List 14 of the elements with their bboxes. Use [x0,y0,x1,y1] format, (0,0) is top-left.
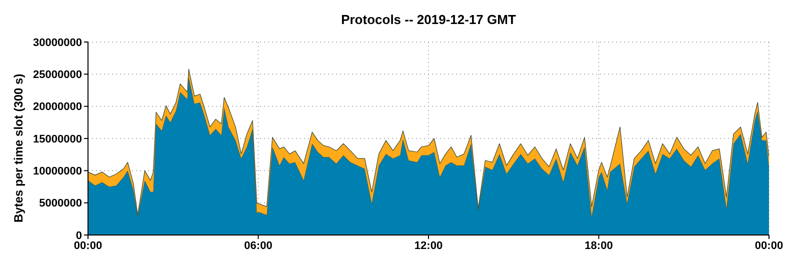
x-tick-label: 00:00 [74,240,102,252]
y-tick-label: 30000000 [33,36,82,49]
y-axis-title: Bytes per time slot (300 s) [11,74,26,222]
y-tick-label: 5000000 [39,198,82,210]
x-tick-label: 18:00 [584,240,613,252]
y-tick-label: 25000000 [33,69,82,82]
y-tick-label: 0 [76,230,82,242]
y-tick-label: 15000000 [33,133,82,146]
chart-title: Protocols -- 2019-12-17 GMT [340,12,517,27]
y-tick-label: 20000000 [33,101,82,114]
y-tick-label: 10000000 [33,166,82,178]
x-tick-label: 06:00 [244,240,272,252]
x-tick-label: 12:00 [414,240,443,252]
x-tick-label: 00:00 [754,240,784,252]
